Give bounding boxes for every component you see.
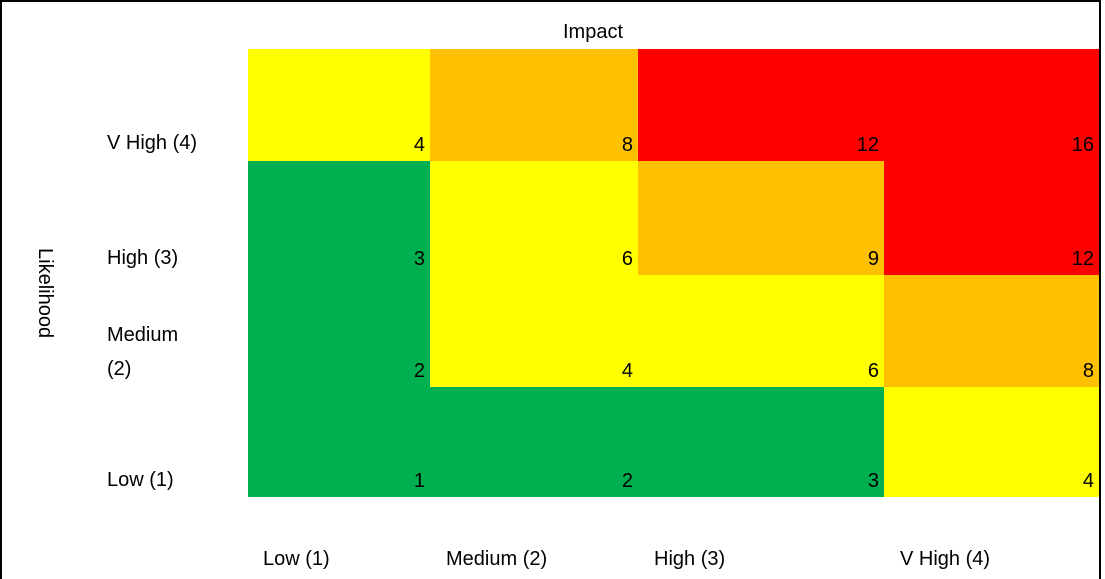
cell-value-label: 4 bbox=[1082, 470, 1094, 492]
cell-value-label: 4 bbox=[413, 134, 425, 156]
y-tick-label: High (3) bbox=[107, 247, 179, 269]
heatmap-cell: 4 bbox=[884, 387, 1099, 497]
cell-value-label: 6 bbox=[621, 248, 633, 270]
cell-value-label: 12 bbox=[856, 134, 879, 156]
y-tick-label: V High (4) bbox=[107, 132, 198, 154]
x-tick-label: High (3) bbox=[654, 548, 726, 570]
heatmap-cell: 8 bbox=[430, 49, 638, 161]
heatmap-cell: 2 bbox=[248, 275, 430, 387]
heatmap-cell: 2 bbox=[430, 387, 638, 497]
y-tick-label: Medium bbox=[107, 324, 179, 346]
cell-value-label: 12 bbox=[1071, 248, 1094, 270]
heatmap-cell: 4 bbox=[430, 275, 638, 387]
cell-value-label: 2 bbox=[621, 470, 633, 492]
heatmap-cell: 3 bbox=[638, 387, 884, 497]
x-tick-label: Medium (2) bbox=[446, 548, 548, 570]
x-tick-label: V High (4) bbox=[900, 548, 991, 570]
heatmap-cell: 12 bbox=[638, 49, 884, 161]
heatmap-cell: 6 bbox=[638, 275, 884, 387]
cell-value-label: 1 bbox=[413, 470, 425, 492]
cell-value-label: 4 bbox=[621, 360, 633, 382]
heatmap-cell: 8 bbox=[884, 275, 1099, 387]
cell-value-label: 3 bbox=[413, 248, 425, 270]
cell-value-label: 8 bbox=[621, 134, 633, 156]
heatmap-cell: 16 bbox=[884, 49, 1099, 161]
heatmap-cell: 4 bbox=[248, 49, 430, 161]
cell-value-label: 3 bbox=[867, 470, 879, 492]
x-axis-title: Impact bbox=[563, 21, 624, 43]
cell-value-label: 9 bbox=[867, 248, 879, 270]
heatmap-cell: 6 bbox=[430, 161, 638, 275]
heatmap-cell: 1 bbox=[248, 387, 430, 497]
cell-value-label: 16 bbox=[1071, 134, 1094, 156]
heatmap-cell: 9 bbox=[638, 161, 884, 275]
y-axis-title: Likelihood bbox=[34, 248, 56, 339]
heatmap-cell: 12 bbox=[884, 161, 1099, 275]
x-tick-label: Low (1) bbox=[263, 548, 330, 570]
cell-value-label: 6 bbox=[867, 360, 879, 382]
cell-value-label: 8 bbox=[1082, 360, 1094, 382]
cell-value-label: 2 bbox=[413, 360, 425, 382]
heatmap-cell: 3 bbox=[248, 161, 430, 275]
y-tick-label: (2) bbox=[107, 358, 132, 380]
y-tick-label: Low (1) bbox=[107, 469, 174, 491]
